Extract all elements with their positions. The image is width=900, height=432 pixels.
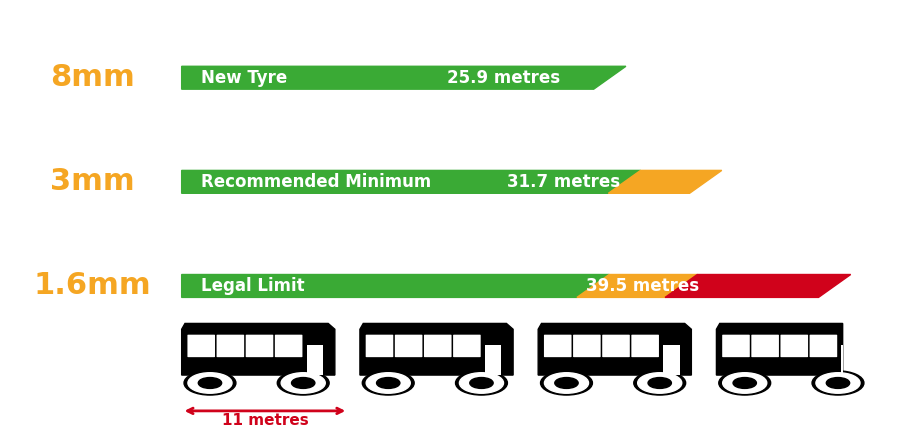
Text: New Tyre: New Tyre [202, 69, 288, 87]
FancyBboxPatch shape [187, 335, 215, 357]
Circle shape [638, 373, 682, 393]
Polygon shape [538, 324, 691, 375]
Polygon shape [182, 324, 335, 375]
Circle shape [459, 373, 503, 393]
Polygon shape [716, 324, 842, 375]
Circle shape [541, 371, 592, 395]
FancyBboxPatch shape [602, 335, 630, 357]
FancyBboxPatch shape [573, 335, 600, 357]
Text: Legal Limit: Legal Limit [202, 277, 305, 295]
Polygon shape [182, 274, 609, 297]
Circle shape [816, 373, 860, 393]
FancyBboxPatch shape [365, 335, 393, 357]
Circle shape [376, 378, 400, 388]
FancyBboxPatch shape [395, 335, 422, 357]
Text: 8mm: 8mm [50, 63, 135, 92]
FancyBboxPatch shape [632, 335, 659, 357]
Text: 11 metres: 11 metres [221, 413, 309, 428]
FancyBboxPatch shape [810, 335, 837, 357]
FancyBboxPatch shape [217, 335, 244, 357]
Polygon shape [577, 274, 698, 297]
FancyBboxPatch shape [246, 335, 274, 357]
FancyBboxPatch shape [453, 335, 481, 357]
Circle shape [554, 378, 578, 388]
Text: 39.5 metres: 39.5 metres [587, 277, 699, 295]
Polygon shape [665, 274, 850, 297]
FancyBboxPatch shape [752, 335, 778, 357]
Circle shape [198, 378, 221, 388]
FancyBboxPatch shape [544, 335, 572, 357]
Circle shape [188, 373, 232, 393]
Polygon shape [360, 324, 513, 375]
Text: Recommended Minimum: Recommended Minimum [202, 173, 432, 191]
Circle shape [281, 373, 325, 393]
Circle shape [812, 371, 864, 395]
Circle shape [277, 371, 329, 395]
Bar [485, 345, 501, 375]
Circle shape [544, 373, 589, 393]
Circle shape [292, 378, 315, 388]
Text: 1.6mm: 1.6mm [33, 271, 151, 300]
Polygon shape [608, 170, 722, 193]
FancyBboxPatch shape [780, 335, 808, 357]
Circle shape [723, 373, 767, 393]
Polygon shape [182, 170, 641, 193]
FancyBboxPatch shape [722, 335, 750, 357]
Circle shape [366, 373, 410, 393]
Circle shape [826, 378, 850, 388]
Bar [663, 345, 680, 375]
Text: 31.7 metres: 31.7 metres [507, 173, 620, 191]
Polygon shape [182, 66, 626, 89]
Text: 3mm: 3mm [50, 167, 134, 197]
FancyBboxPatch shape [274, 335, 302, 357]
Circle shape [455, 371, 508, 395]
Circle shape [719, 371, 770, 395]
Circle shape [363, 371, 414, 395]
Bar [307, 345, 323, 375]
Circle shape [184, 371, 236, 395]
Circle shape [470, 378, 493, 388]
FancyBboxPatch shape [424, 335, 452, 357]
Circle shape [648, 378, 671, 388]
Text: 25.9 metres: 25.9 metres [447, 69, 560, 87]
Circle shape [734, 378, 756, 388]
Circle shape [634, 371, 686, 395]
